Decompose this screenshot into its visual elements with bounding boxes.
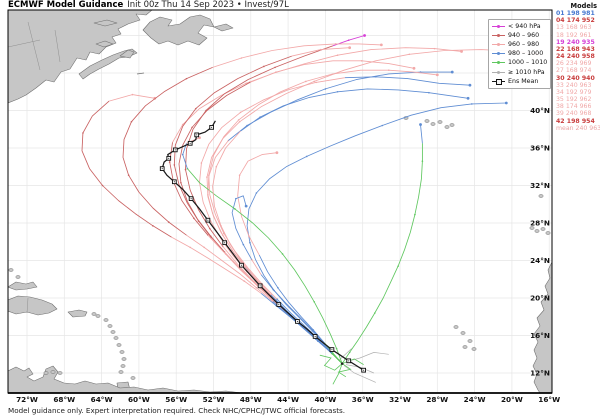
lon-tick-label: 48°W bbox=[240, 395, 262, 404]
lat-tick-label: 12°N bbox=[530, 369, 550, 378]
models-panel: Models 01 198 981 04 174 952 13 168 963 18 … bbox=[556, 2, 600, 132]
model-row: 39 240 968 bbox=[556, 110, 592, 118]
ens-mean-track bbox=[159, 120, 366, 373]
lon-tick-label: 28°W bbox=[426, 395, 448, 404]
member-track-38 bbox=[341, 123, 424, 364]
chart-title-init: Init 00z Thu 14 Sep 2023 • Invest/97L bbox=[127, 0, 289, 10]
lat-tick-label: 24°N bbox=[530, 256, 550, 265]
disclaimer-text: Model guidance only. Expert interpretati… bbox=[8, 406, 346, 415]
pressure-bin-line-icon bbox=[492, 59, 505, 66]
model-row: 38 174 966 bbox=[556, 103, 592, 111]
model-row: mean 240 963 bbox=[556, 124, 600, 132]
lat-tick-label: 28°N bbox=[530, 219, 550, 228]
chart-title-product: ECMWF Model Guidance bbox=[8, 0, 124, 10]
lon-tick-label: 64°W bbox=[91, 395, 113, 404]
lon-tick-label: 44°W bbox=[277, 395, 299, 404]
lat-tick-label: 36°N bbox=[530, 144, 550, 153]
axis-labels: 72°W 68°W 64°W 60°W 56°W 52°W 48°W 44°W 40°W 36°W… bbox=[16, 106, 560, 404]
legend-item: 1000 – 1010 bbox=[492, 58, 547, 67]
lon-tick-label: 72°W bbox=[16, 395, 38, 404]
model-row: 24 240 958 bbox=[556, 53, 595, 61]
model-row: 13 168 963 bbox=[556, 24, 592, 32]
model-row: 19 240 935 bbox=[556, 38, 595, 46]
legend-item-label: 1000 – 1010 bbox=[508, 59, 548, 67]
legend: < 940 hPa 940 – 960 960 – 980 980 – 1000 100… bbox=[488, 19, 551, 89]
lat-tick-label: 32°N bbox=[530, 181, 550, 190]
ens-mean-marker-icon bbox=[492, 78, 505, 85]
model-row: 30 240 940 bbox=[556, 74, 595, 82]
lat-tick-label: 40°N bbox=[530, 106, 550, 115]
pressure-bin-line-icon bbox=[492, 41, 505, 48]
legend-item: < 940 hPa bbox=[492, 22, 547, 31]
pre-genesis-gray-tracks bbox=[339, 348, 389, 383]
lon-tick-label: 60°W bbox=[128, 395, 150, 404]
land-masses bbox=[8, 10, 552, 393]
legend-item-label: 980 – 1000 bbox=[508, 50, 544, 58]
model-row: 22 168 943 bbox=[556, 45, 595, 53]
model-row: 01 198 981 bbox=[556, 10, 595, 18]
legend-item: Ens Mean bbox=[492, 77, 547, 86]
member-track-42 bbox=[122, 43, 383, 364]
pressure-bin-line-icon bbox=[492, 50, 505, 57]
legend-item: 980 – 1000 bbox=[492, 49, 547, 58]
legend-item: 960 – 980 bbox=[492, 40, 547, 49]
genesis-green-squiggles bbox=[319, 354, 364, 385]
models-panel-header: Models bbox=[570, 2, 597, 10]
pressure-bin-line-icon bbox=[492, 23, 505, 30]
lon-tick-label: 24°W bbox=[464, 395, 486, 404]
pressure-bin-line-icon bbox=[492, 32, 505, 39]
lat-tick-label: 16°N bbox=[530, 331, 550, 340]
model-row: 35 192 962 bbox=[556, 96, 592, 104]
lon-tick-label: 16°W bbox=[538, 395, 560, 404]
model-row: 42 198 954 bbox=[556, 117, 595, 125]
model-row: 33 240 963 bbox=[556, 81, 592, 89]
grid-lines bbox=[8, 10, 552, 393]
model-row: 18 192 961 bbox=[556, 31, 592, 39]
legend-item: 940 – 960 bbox=[492, 31, 547, 40]
legend-item-label: Ens Mean bbox=[508, 77, 539, 85]
lat-tick-label: 20°N bbox=[530, 294, 550, 303]
lon-tick-label: 20°W bbox=[501, 395, 523, 404]
lon-tick-label: 32°W bbox=[389, 395, 411, 404]
lon-tick-label: 56°W bbox=[165, 395, 187, 404]
lon-tick-label: 68°W bbox=[53, 395, 75, 404]
model-row: 27 168 974 bbox=[556, 67, 592, 75]
legend-item-label: 960 – 980 bbox=[508, 41, 540, 49]
model-row: 04 174 952 bbox=[556, 17, 595, 25]
lon-tick-label: 40°W bbox=[314, 395, 336, 404]
member-track-39 bbox=[208, 69, 439, 364]
legend-item-label: 940 – 960 bbox=[508, 32, 540, 40]
legend-item: ≥ 1010 hPa bbox=[492, 67, 547, 76]
lon-tick-label: 52°W bbox=[203, 395, 225, 404]
chart-title: ECMWF Model Guidance Init 00z Thu 14 Sep … bbox=[8, 0, 289, 10]
member-track-34 bbox=[181, 136, 343, 364]
pressure-bin-line-icon bbox=[492, 69, 505, 76]
legend-item-label: < 940 hPa bbox=[508, 23, 541, 31]
model-row: 26 234 969 bbox=[556, 60, 592, 68]
legend-item-label: ≥ 1010 hPa bbox=[508, 68, 545, 76]
lon-tick-label: 36°W bbox=[352, 395, 374, 404]
plot-area bbox=[8, 10, 552, 393]
model-row: 34 192 979 bbox=[556, 88, 592, 96]
